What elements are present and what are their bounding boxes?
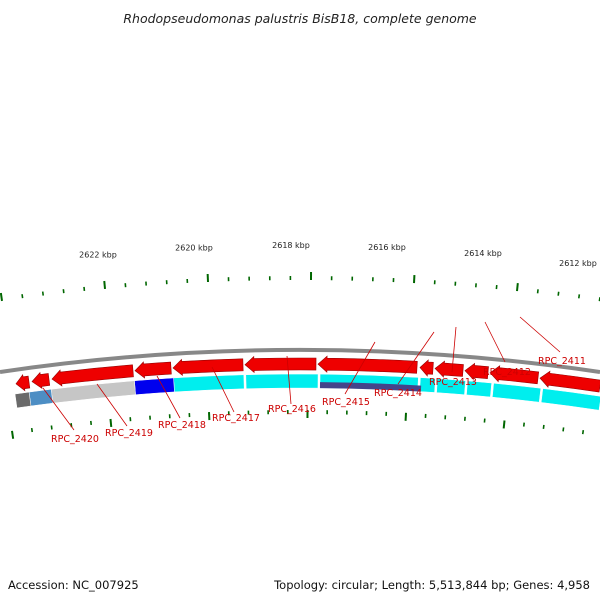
gene-label: RPC_2420 — [51, 434, 99, 445]
lower-scale-ticks — [11, 410, 585, 439]
gene-label: RPC_2418 — [158, 420, 206, 431]
scale-tick-labels: 2612 kbp 2614 kbp 2616 kbp 2618 kbp 2620 kbp… — [79, 241, 597, 268]
annotation-track — [14, 373, 600, 411]
topology-text: Topology: circular; Length: 5,513,844 bp… — [274, 578, 590, 592]
scale-tick-label: 2616 kbp — [368, 243, 406, 252]
major-tick — [103, 280, 106, 290]
gene-label-leaders — [42, 316, 561, 431]
gene-arrow — [434, 360, 464, 378]
annotation-segment — [466, 380, 492, 398]
gene-label: RPC_2416 — [268, 404, 316, 415]
annotation-segment — [134, 377, 175, 395]
annotation-segment — [50, 380, 136, 404]
gene-arrow — [464, 362, 489, 381]
leader-line — [42, 387, 75, 431]
leader-line — [484, 321, 506, 363]
gene-arrow — [51, 364, 134, 387]
leader-line — [451, 326, 457, 373]
gene-arrows — [15, 355, 600, 393]
gene-arrow — [539, 370, 600, 393]
gene-arrow — [134, 361, 172, 379]
leader-line — [286, 355, 292, 405]
minor-tick — [21, 294, 24, 299]
gene-arrow — [419, 359, 434, 377]
accession-text: Accession: NC_007925 — [8, 578, 139, 592]
annotation-segment — [492, 382, 542, 403]
annotation-segment — [173, 374, 245, 393]
leader-line — [397, 331, 435, 385]
leader-line — [156, 375, 181, 419]
gene-label: RPC_2417 — [212, 413, 260, 424]
overlap-feature — [319, 382, 422, 392]
annotation-segment — [245, 373, 319, 389]
gene-arrow — [489, 365, 540, 385]
gene-label: RPC_2413 — [429, 377, 477, 388]
major-tick — [0, 292, 3, 302]
annotation-segment — [436, 378, 466, 395]
annotation-segment — [540, 388, 600, 411]
gene-arrow — [31, 371, 51, 390]
gene-label: RPC_2414 — [374, 388, 422, 399]
minor-tick — [562, 427, 565, 432]
minor-tick — [581, 430, 585, 435]
genome-title: Rhodopseudomonas palustris BisB18, compl… — [123, 11, 477, 26]
major-tick — [11, 430, 15, 439]
gene-labels: RPC_2411 RPC_2412 RPC_2413 RPC_2414 RPC_2415… — [51, 356, 586, 445]
annotation-segment — [14, 391, 32, 409]
major-tick — [516, 283, 519, 292]
scale-tick-label: 2614 kbp — [464, 249, 502, 258]
gene-arrow — [317, 355, 418, 374]
leader-line — [344, 341, 376, 395]
leader-line — [211, 366, 235, 413]
minor-tick — [578, 294, 581, 299]
gene-label: RPC_2411 — [538, 356, 586, 367]
gene-arrow — [172, 358, 244, 377]
major-tick — [502, 420, 506, 429]
scale-tick-label: 2620 kbp — [175, 244, 213, 253]
genome-backbone — [0, 347, 600, 374]
gene-label: RPC_2415 — [322, 397, 370, 408]
scale-tick-label: 2612 kbp — [559, 259, 597, 268]
gene-label: RPC_2412 — [483, 367, 531, 378]
minor-tick — [30, 427, 34, 433]
leader-line — [96, 383, 128, 427]
scale-tick-label: 2618 kbp — [272, 241, 310, 250]
major-tick — [109, 418, 113, 428]
annotation-segment — [419, 377, 436, 393]
scale-tick-label: 2622 kbp — [79, 250, 117, 259]
leader-line — [519, 316, 561, 353]
annotation-segment — [28, 388, 54, 407]
gene-label: RPC_2419 — [105, 428, 153, 439]
gene-arrow — [244, 355, 317, 374]
gene-arrow — [15, 374, 31, 392]
scale-ticks — [0, 272, 600, 302]
